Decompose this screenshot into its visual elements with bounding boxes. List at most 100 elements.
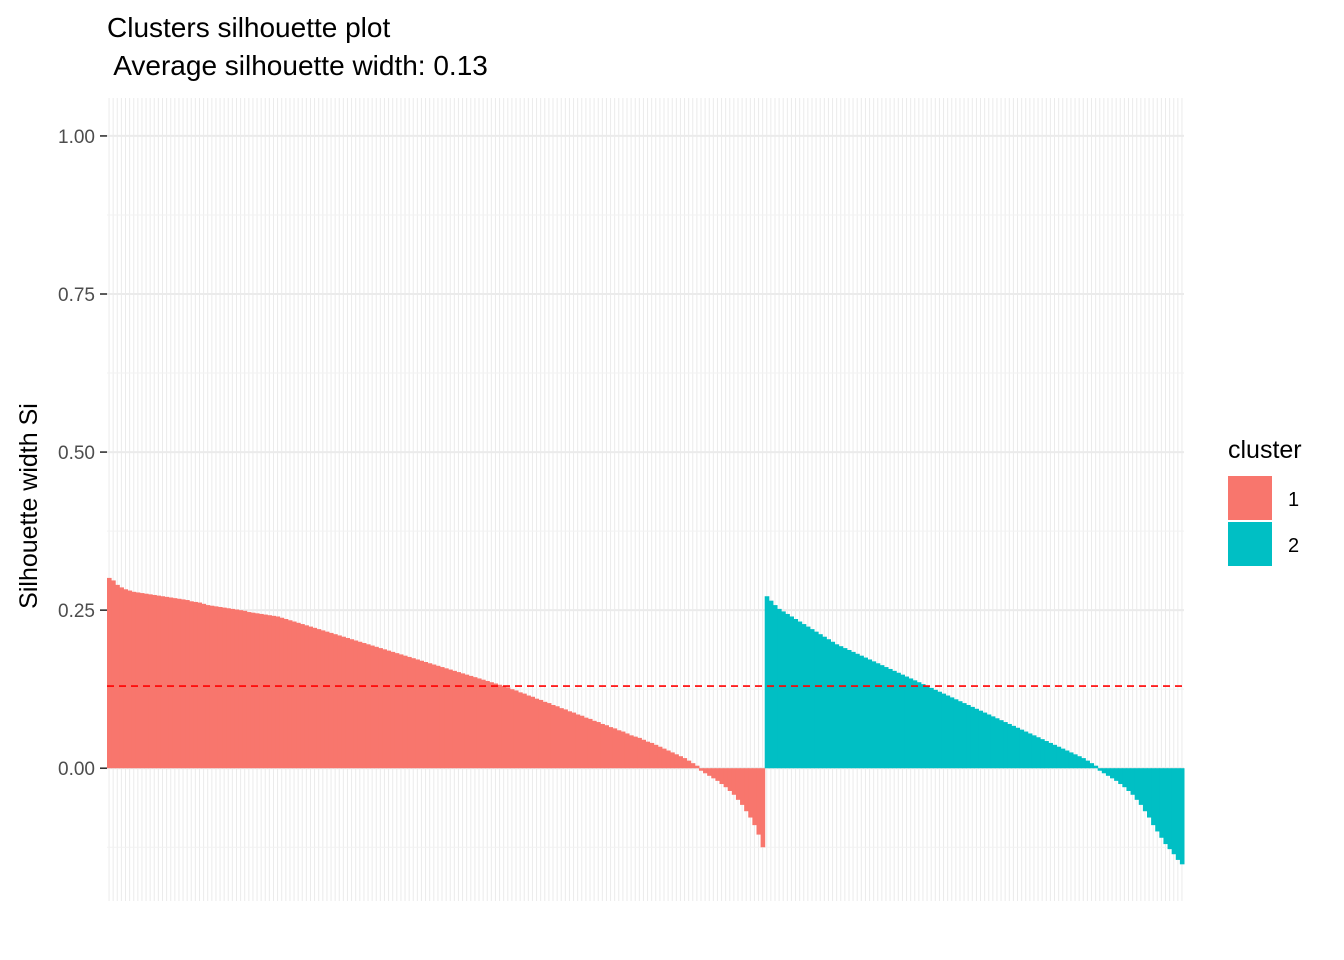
silhouette-bar-cluster-2 <box>793 619 799 769</box>
silhouette-bar-cluster-1 <box>653 744 659 769</box>
silhouette-bar-cluster-2 <box>1097 768 1103 771</box>
silhouette-bar-cluster-1 <box>357 641 363 769</box>
silhouette-bar-cluster-1 <box>513 690 519 769</box>
silhouette-bar-cluster-1 <box>489 682 494 769</box>
silhouette-bar-cluster-1 <box>727 768 733 791</box>
silhouette-bar-cluster-2 <box>1130 768 1136 795</box>
silhouette-bar-cluster-1 <box>452 670 457 769</box>
silhouette-bar-cluster-1 <box>353 640 359 769</box>
silhouette-bar-cluster-1 <box>217 606 223 769</box>
silhouette-bar-cluster-2 <box>805 626 811 769</box>
silhouette-bar-cluster-1 <box>209 605 215 769</box>
silhouette-bar-cluster-1 <box>119 587 124 769</box>
silhouette-bar-cluster-2 <box>830 641 836 769</box>
silhouette-bar-cluster-2 <box>953 699 959 769</box>
silhouette-bar-cluster-2 <box>772 605 778 769</box>
y-tick-label: 0.75 <box>58 285 95 306</box>
silhouette-bar-cluster-1 <box>172 598 178 769</box>
silhouette-bar-cluster-1 <box>333 634 338 769</box>
silhouette-bar-cluster-1 <box>579 715 585 769</box>
silhouette-bar-cluster-2 <box>1007 723 1012 769</box>
silhouette-bar-cluster-2 <box>1052 744 1058 769</box>
silhouette-bar-cluster-2 <box>896 672 901 769</box>
silhouette-bar-cluster-1 <box>419 660 425 769</box>
silhouette-bar-cluster-1 <box>468 675 474 769</box>
silhouette-bar-cluster-1 <box>304 625 309 769</box>
silhouette-bar-cluster-2 <box>933 689 938 769</box>
silhouette-bar-cluster-2 <box>1027 733 1033 769</box>
silhouette-bar-cluster-1 <box>596 722 601 769</box>
silhouette-bar-cluster-1 <box>690 763 696 769</box>
silhouette-bar-cluster-2 <box>1015 727 1021 769</box>
silhouette-bar-cluster-2 <box>818 634 823 769</box>
silhouette-bar-cluster-1 <box>402 655 408 769</box>
silhouette-bar-cluster-2 <box>838 646 844 769</box>
silhouette-bar-cluster-1 <box>505 687 511 769</box>
silhouette-bar-cluster-1 <box>550 704 556 769</box>
silhouette-bar-cluster-1 <box>111 580 116 769</box>
silhouette-bar-cluster-1 <box>197 602 203 769</box>
silhouette-bar-cluster-2 <box>879 665 885 769</box>
silhouette-bar-cluster-2 <box>1023 731 1029 769</box>
silhouette-bar-cluster-1 <box>744 768 749 812</box>
chart-title: Clusters silhouette plot <box>107 12 391 43</box>
silhouette-bar-cluster-1 <box>476 678 482 769</box>
silhouette-bar-cluster-1 <box>267 615 272 769</box>
silhouette-bar-cluster-1 <box>180 599 186 769</box>
silhouette-bar-cluster-2 <box>768 600 774 769</box>
silhouette-bar-cluster-2 <box>1175 768 1181 860</box>
silhouette-bar-cluster-1 <box>263 614 268 769</box>
silhouette-bar-cluster-1 <box>238 610 244 769</box>
legend-label: 1 <box>1288 489 1299 511</box>
silhouette-bar-cluster-2 <box>1122 768 1127 788</box>
silhouette-bar-cluster-1 <box>670 752 675 769</box>
silhouette-bar-cluster-2 <box>1085 760 1090 769</box>
silhouette-bar-cluster-2 <box>834 644 840 769</box>
silhouette-bar-cluster-2 <box>851 651 856 769</box>
silhouette-bar-cluster-2 <box>1064 750 1070 769</box>
silhouette-bar-cluster-1 <box>123 589 129 769</box>
silhouette-bar-cluster-1 <box>222 607 227 769</box>
silhouette-bar-cluster-1 <box>144 593 149 769</box>
silhouette-bar-cluster-2 <box>797 621 803 769</box>
silhouette-bar-cluster-2 <box>1056 746 1062 769</box>
silhouette-bar-cluster-1 <box>555 706 560 769</box>
silhouette-bar-cluster-1 <box>703 768 708 774</box>
silhouette-bar-cluster-1 <box>193 601 198 769</box>
chart-subtitle: Average silhouette width: 0.13 <box>107 50 488 81</box>
silhouette-bar-cluster-1 <box>735 768 741 800</box>
silhouette-bar-cluster-2 <box>974 708 979 769</box>
silhouette-bar-cluster-1 <box>538 699 544 769</box>
silhouette-bar-cluster-1 <box>168 597 174 769</box>
silhouette-bar-cluster-1 <box>661 748 667 769</box>
silhouette-bar-cluster-1 <box>592 720 597 769</box>
silhouette-bar-cluster-1 <box>407 656 412 769</box>
silhouette-bar-cluster-1 <box>320 630 326 769</box>
silhouette-bar-cluster-1 <box>283 619 289 769</box>
silhouette-bar-cluster-1 <box>575 714 581 769</box>
silhouette-bar-cluster-2 <box>941 693 947 769</box>
silhouette-bar-cluster-2 <box>945 695 951 769</box>
silhouette-bar-cluster-1 <box>435 665 441 769</box>
silhouette-bar-cluster-1 <box>139 593 145 769</box>
silhouette-bar-cluster-1 <box>254 613 260 769</box>
silhouette-bar-cluster-1 <box>608 727 614 769</box>
silhouette-bar-cluster-1 <box>131 591 137 769</box>
silhouette-bar-cluster-1 <box>698 768 704 771</box>
silhouette-bar-cluster-1 <box>600 723 605 769</box>
silhouette-bar-cluster-2 <box>912 680 918 769</box>
silhouette-bar-cluster-1 <box>439 667 445 769</box>
silhouette-bar-cluster-1 <box>629 735 634 769</box>
legend-label: 2 <box>1288 535 1299 557</box>
silhouette-bar-cluster-1 <box>723 768 729 788</box>
silhouette-bar-cluster-1 <box>271 615 277 769</box>
silhouette-bar-cluster-2 <box>1126 768 1132 791</box>
silhouette-bar-cluster-2 <box>1171 768 1177 855</box>
silhouette-bar-cluster-2 <box>937 691 942 769</box>
silhouette-bar-cluster-2 <box>990 716 996 769</box>
y-tick-label: 0.50 <box>58 443 95 464</box>
silhouette-bar-cluster-1 <box>456 672 462 769</box>
silhouette-bar-cluster-1 <box>279 617 285 769</box>
silhouette-bar-cluster-1 <box>624 733 630 769</box>
